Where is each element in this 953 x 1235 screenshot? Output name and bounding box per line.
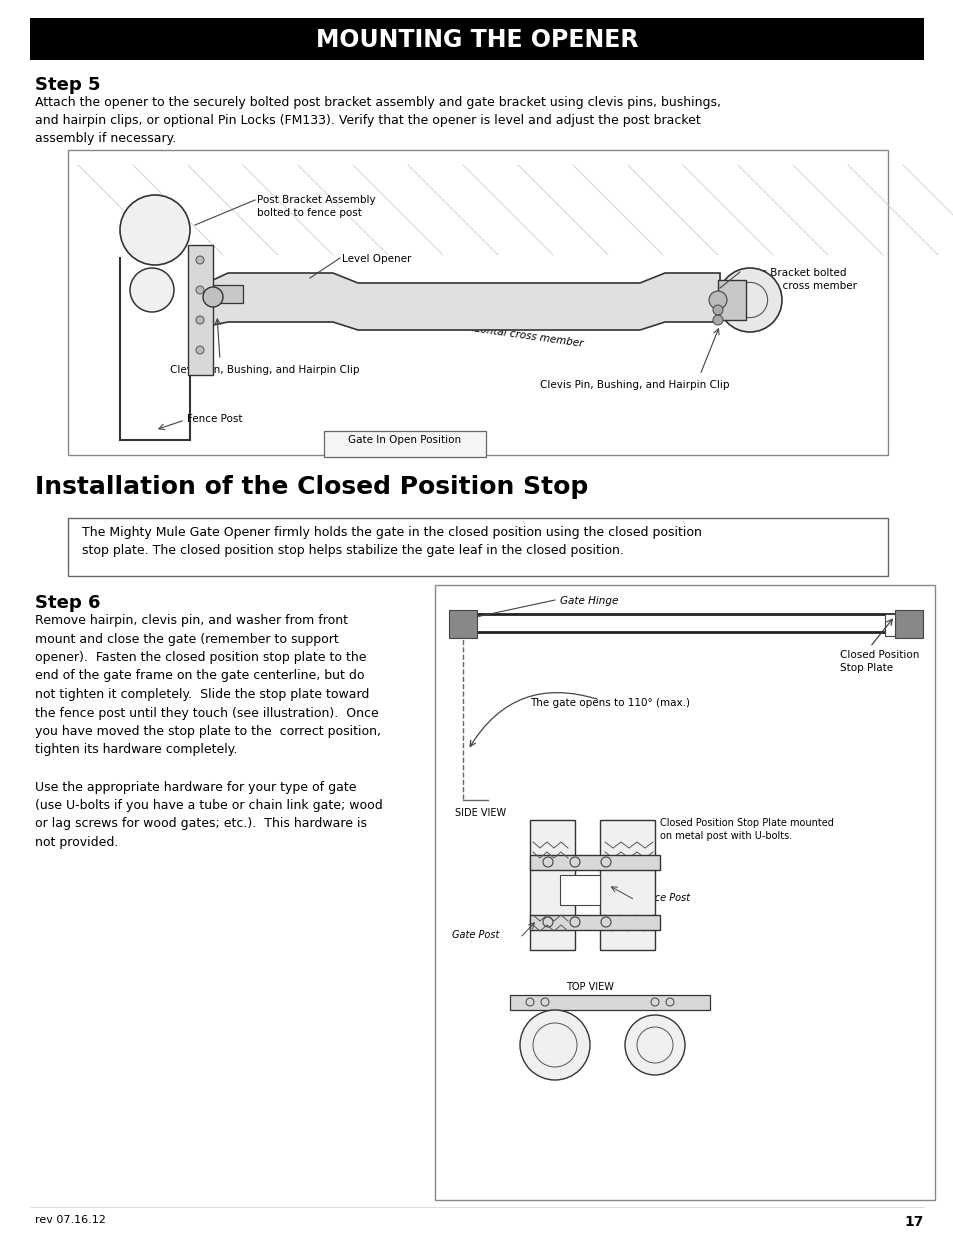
Text: Fence Post: Fence Post [637, 893, 689, 903]
Text: TOP VIEW: TOP VIEW [565, 982, 614, 992]
Circle shape [708, 291, 726, 309]
Text: Fence Post: Fence Post [187, 414, 242, 424]
Bar [559, 876, 599, 905]
Text: The gate opens to 110° (max.): The gate opens to 110° (max.) [530, 698, 689, 708]
FancyBboxPatch shape [324, 431, 485, 457]
Text: Level Opener: Level Opener [341, 254, 411, 264]
Text: SIDE VIEW: SIDE VIEW [455, 808, 506, 818]
Bar [30, 19, 923, 61]
Bar [884, 614, 894, 636]
Circle shape [195, 256, 204, 264]
Text: Clevis Pin, Bushing, and Hairpin Clip: Clevis Pin, Bushing, and Hairpin Clip [539, 380, 729, 390]
Circle shape [624, 1015, 684, 1074]
Circle shape [203, 287, 223, 308]
Bar [530, 820, 575, 950]
Text: Clevis Pin, Bushing, and Hairpin Clip: Clevis Pin, Bushing, and Hairpin Clip [170, 366, 359, 375]
Text: 17: 17 [903, 1215, 923, 1229]
Text: Gate Bracket bolted
to gate cross member: Gate Bracket bolted to gate cross member [741, 268, 856, 290]
Bar [449, 610, 476, 638]
Bar [599, 820, 655, 950]
Circle shape [195, 316, 204, 324]
Circle shape [130, 268, 173, 312]
Text: LEVEL horizontal cross member: LEVEL horizontal cross member [419, 316, 583, 348]
Text: Step 6: Step 6 [35, 594, 100, 613]
Text: Step 5: Step 5 [35, 77, 100, 94]
Circle shape [718, 268, 781, 332]
Bar [894, 610, 923, 638]
Bar [68, 149, 887, 454]
Text: Closed Position
Stop Plate: Closed Position Stop Plate [840, 650, 919, 673]
Text: Post Bracket Assembly
bolted to fence post: Post Bracket Assembly bolted to fence po… [256, 195, 375, 217]
Bar [188, 245, 213, 375]
Text: Gate In Open Position: Gate In Open Position [348, 435, 461, 445]
Circle shape [195, 346, 204, 354]
Circle shape [195, 287, 204, 294]
Text: Remove hairpin, clevis pin, and washer from front
mount and close the gate (reme: Remove hairpin, clevis pin, and washer f… [35, 614, 382, 848]
Text: Attach the opener to the securely bolted post bracket assembly and gate bracket : Attach the opener to the securely bolted… [35, 96, 720, 144]
Text: Closed Position Stop Plate mounted
on metal post with U-bolts.: Closed Position Stop Plate mounted on me… [659, 818, 833, 841]
Bar [510, 995, 709, 1010]
Circle shape [120, 195, 190, 266]
Text: rev 07.16.12: rev 07.16.12 [35, 1215, 106, 1225]
Polygon shape [213, 273, 720, 330]
Text: The Mighty Mule Gate Opener firmly holds the gate in the closed position using t: The Mighty Mule Gate Opener firmly holds… [82, 526, 701, 557]
Text: Gate Hinge: Gate Hinge [559, 597, 618, 606]
Text: MOUNTING THE OPENER: MOUNTING THE OPENER [315, 28, 638, 52]
Circle shape [519, 1010, 589, 1079]
Text: Gate Post: Gate Post [452, 930, 498, 940]
Bar [68, 517, 887, 576]
Bar [530, 915, 659, 930]
Bar [213, 285, 243, 303]
Bar [530, 855, 659, 869]
Bar [718, 280, 745, 320]
Circle shape [712, 315, 722, 325]
Bar [435, 585, 934, 1200]
Text: Installation of the Closed Position Stop: Installation of the Closed Position Stop [35, 475, 588, 499]
Circle shape [712, 305, 722, 315]
